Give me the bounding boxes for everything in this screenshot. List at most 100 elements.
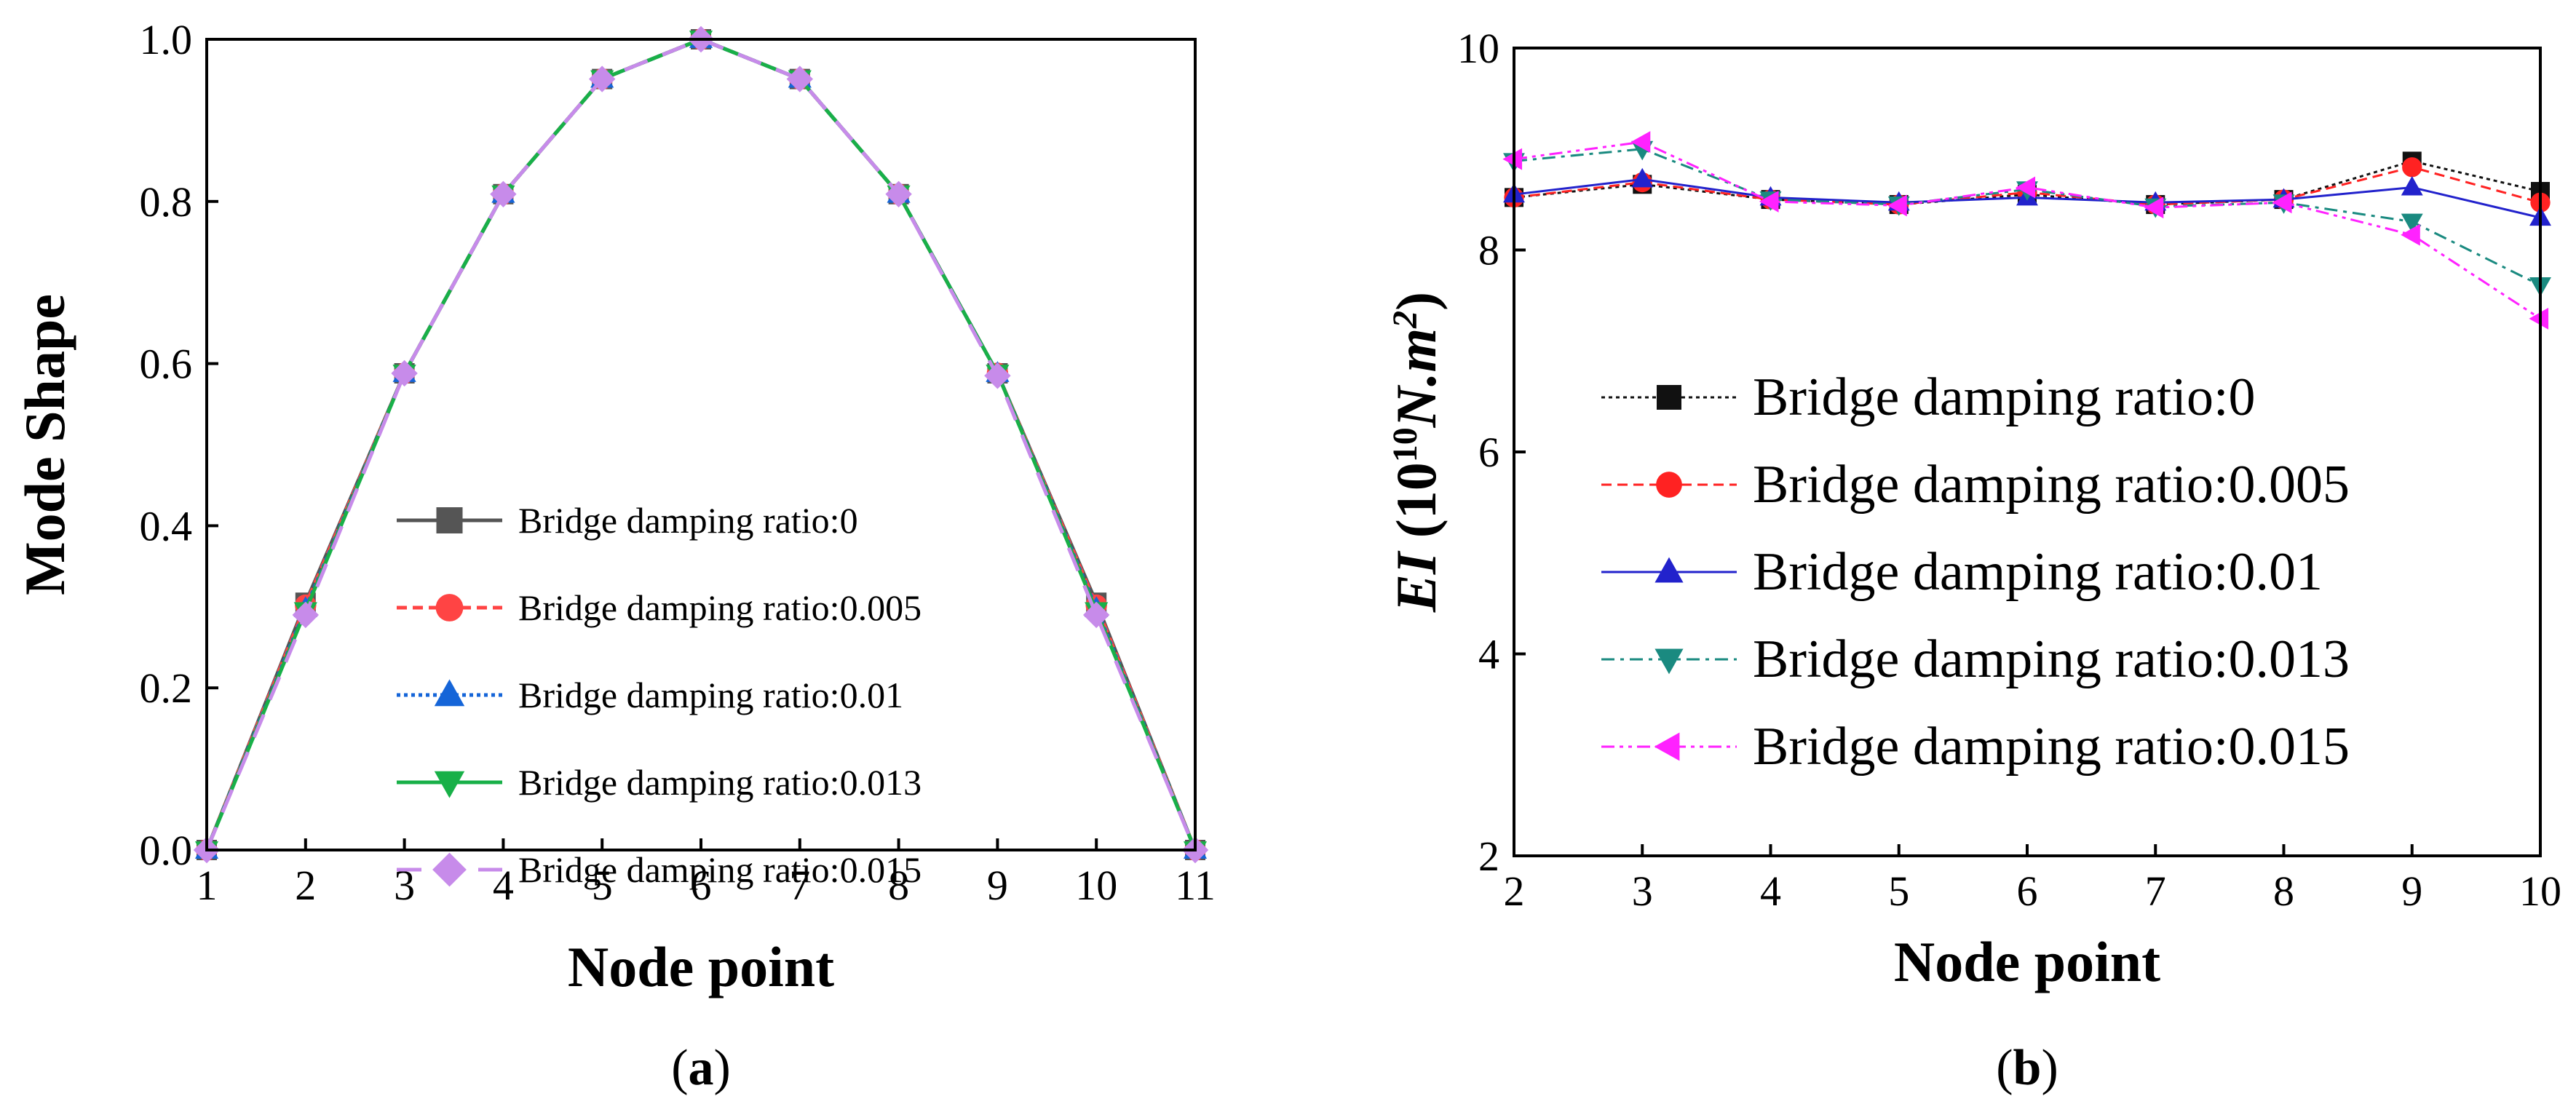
x-tick-label: 8: [2273, 867, 2294, 915]
x-tick-label: 10: [1075, 862, 1117, 909]
y-tick-label: 0.6: [140, 341, 193, 388]
y-tick-label: 4: [1478, 631, 1499, 678]
y-tick-label: 2: [1478, 833, 1499, 880]
panel-b-x-axis-label: Node point: [1894, 930, 2160, 993]
panel-b-caption-letter: b: [2013, 1040, 2042, 1096]
data-point: [2401, 175, 2423, 196]
series-line: [205, 37, 1197, 851]
panel-a-y-axis-label: Mode Shape: [13, 294, 76, 595]
data-point: [984, 362, 1011, 389]
x-tick-label: 3: [1632, 867, 1653, 915]
legend-marker: [432, 852, 467, 887]
data-point: [1631, 167, 1654, 188]
x-tick-label: 4: [1760, 867, 1781, 915]
data-point: [1502, 148, 1523, 170]
panel-a-caption-open: (: [671, 1040, 688, 1096]
panel-b-y-axis-label: EI (1010N.m2): [1384, 292, 1448, 613]
legend-marker: [434, 679, 465, 707]
series-line: [205, 37, 1197, 851]
data-point: [2529, 307, 2549, 330]
panel-b-series-layer: [1502, 131, 2551, 330]
data-point: [2272, 191, 2292, 214]
data-point: [589, 65, 616, 92]
legend-label: Bridge damping ratio:0.013: [1753, 630, 2350, 689]
legend-marker: [435, 594, 464, 622]
data-point: [2402, 157, 2422, 178]
x-tick-label: 9: [2401, 867, 2422, 915]
x-tick-label: 6: [691, 862, 712, 909]
series-line: [1513, 148, 2541, 287]
x-tick-label: 2: [1504, 867, 1525, 915]
panel-a-legend: Bridge damping ratio:0 Bridge damping rat…: [397, 500, 922, 890]
panel-a-caption: (a): [671, 1040, 731, 1096]
legend-label: Bridge damping ratio:0.015: [1753, 717, 2350, 777]
data-point: [2144, 196, 2164, 219]
panel-a-series-layer: [193, 25, 1209, 864]
x-tick-label: 9: [987, 862, 1008, 909]
legend-marker: [434, 771, 465, 798]
legend-label: Bridge damping ratio:0.01: [518, 675, 903, 715]
series-line: [205, 37, 1197, 851]
panel-b-ylabel-open: (10: [1384, 462, 1448, 552]
legend-marker: [1654, 648, 1684, 675]
panel-b-caption-close: ): [2041, 1040, 2058, 1096]
x-tick-label: 7: [2145, 867, 2166, 915]
data-point: [1887, 194, 1907, 217]
legend-label: Bridge damping ratio:0: [518, 500, 858, 541]
data-point: [786, 65, 813, 92]
panel-b: 2 3 4 5 6 7 8 9 10 2 4 6 8 10 Node point EI (1010N.m2…: [1384, 25, 2561, 1096]
x-tick-label: 6: [2017, 867, 2038, 915]
panel-a: 1 2 3 4 5 6 7 8 9 10 110.00.20.40.60.81.0 Node poi…: [13, 16, 1216, 1096]
series-line: [1513, 140, 2541, 320]
panel-a-ticks: 1 2 3 4 5 6 7 8 9 10 110.00.20.40.60.81.0: [140, 16, 1216, 909]
y-tick-label: 0.8: [140, 178, 193, 226]
y-tick-label: 8: [1478, 227, 1499, 274]
panel-b-ylabel-unit-exp: 2: [1386, 311, 1424, 329]
series-line: [205, 37, 1197, 851]
legend-label: Bridge damping ratio:0.015: [518, 849, 922, 890]
legend-label: Bridge damping ratio:0.005: [1753, 455, 2350, 515]
data-point: [2401, 213, 2423, 234]
y-tick-label: 10: [1457, 25, 1499, 72]
x-tick-label: 1: [197, 862, 218, 909]
x-tick-label: 5: [592, 862, 613, 909]
panel-a-x-axis-label: Node point: [568, 935, 834, 998]
data-point: [490, 180, 517, 207]
x-tick-label: 2: [295, 862, 316, 909]
y-tick-label: 0.2: [140, 664, 193, 712]
panel-b-caption: (b): [1996, 1040, 2058, 1096]
x-tick-label: 11: [1175, 862, 1216, 909]
panel-b-ylabel-ei: EI: [1384, 550, 1448, 613]
data-point: [1759, 190, 1779, 213]
series-line: [1513, 159, 2541, 206]
legend-label: Bridge damping ratio:0.005: [518, 587, 922, 628]
x-tick-label: 10: [2519, 867, 2561, 915]
legend-marker: [1654, 557, 1684, 583]
data-point: [391, 360, 418, 387]
panel-a-caption-letter: a: [689, 1040, 714, 1096]
y-tick-label: 6: [1478, 429, 1499, 476]
x-tick-label: 5: [1888, 867, 1909, 915]
panel-b-legend: Bridge damping ratio:0 Bridge damping rat…: [1601, 368, 2350, 777]
panel-b-ticks: 2 3 4 5 6 7 8 9 10 2 4 6 8 10: [1457, 25, 2561, 915]
x-tick-label: 7: [789, 862, 810, 909]
panel-a-plot-frame: [205, 38, 1197, 851]
panel-b-ylabel-close: ): [1384, 292, 1448, 311]
legend-label: Bridge damping ratio:0.013: [518, 762, 922, 803]
panel-b-ylabel-exp: 10: [1386, 427, 1424, 462]
x-tick-label: 8: [888, 862, 909, 909]
legend-marker: [1654, 732, 1680, 761]
panel-a-caption-close: ): [714, 1040, 731, 1096]
legend-label: Bridge damping ratio:0: [1753, 368, 2256, 427]
legend-marker: [1657, 385, 1681, 410]
y-tick-label: 0.0: [140, 827, 193, 874]
y-tick-label: 1.0: [140, 16, 193, 63]
y-tick-label: 0.4: [140, 502, 193, 549]
panel-b-caption-open: (: [1996, 1040, 2013, 1096]
legend-marker: [436, 507, 463, 533]
series-line: [205, 37, 1197, 851]
data-point: [2016, 176, 2036, 199]
legend-label: Bridge damping ratio:0.01: [1753, 542, 2323, 602]
data-point: [292, 601, 319, 629]
